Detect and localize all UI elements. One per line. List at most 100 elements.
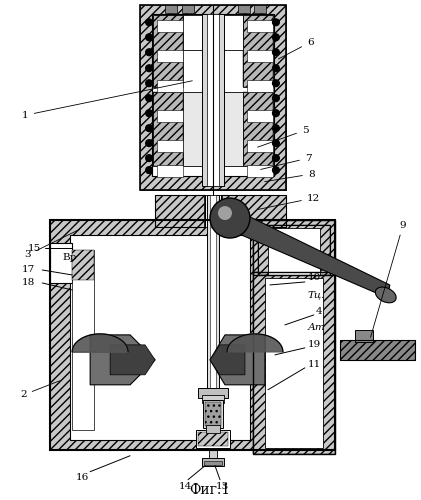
Bar [253, 220, 335, 275]
Bar [253, 220, 335, 275]
Bar [153, 16, 183, 87]
Text: 19: 19 [308, 340, 321, 349]
Bar [243, 92, 273, 166]
Bar [247, 140, 273, 152]
Bar [153, 92, 183, 166]
Circle shape [146, 19, 152, 26]
Bar [157, 110, 183, 122]
Bar [253, 272, 335, 454]
Circle shape [146, 49, 152, 56]
Text: 10: 10 [308, 274, 321, 282]
Circle shape [272, 19, 280, 26]
Bar [157, 165, 183, 177]
Circle shape [272, 49, 280, 56]
Text: 12: 12 [258, 194, 320, 210]
Bar [340, 340, 415, 360]
Bar [247, 20, 273, 32]
Bar [152, 14, 274, 176]
Circle shape [272, 140, 280, 146]
Circle shape [146, 64, 152, 71]
Bar [238, 6, 250, 14]
Bar [153, 16, 183, 87]
Text: 6: 6 [278, 38, 314, 59]
Bar [253, 272, 335, 454]
Circle shape [272, 154, 280, 162]
Circle shape [272, 64, 280, 71]
Bar [50, 243, 72, 283]
Text: 3: 3 [24, 230, 80, 260]
Bar [204, 195, 222, 227]
Bar [206, 425, 220, 433]
Bar [247, 110, 273, 122]
Bar [140, 6, 286, 190]
Bar [205, 402, 221, 426]
Bar [340, 340, 415, 360]
Bar [183, 16, 243, 50]
Bar [265, 278, 323, 448]
Circle shape [146, 166, 152, 173]
Text: 17: 17 [22, 266, 35, 274]
Bar [202, 14, 224, 186]
Bar [221, 195, 286, 227]
Bar [153, 92, 183, 166]
Bar [183, 92, 243, 166]
Bar [209, 448, 217, 462]
Bar [72, 250, 94, 430]
Bar [268, 228, 320, 275]
Bar [247, 165, 273, 177]
Bar [243, 16, 273, 87]
Bar [258, 225, 330, 275]
Text: 5: 5 [258, 126, 309, 147]
Text: 16: 16 [75, 473, 89, 482]
Bar [221, 195, 286, 227]
Bar [165, 6, 177, 14]
Bar [72, 250, 94, 280]
Text: 7: 7 [261, 154, 312, 170]
Bar [207, 195, 219, 430]
Bar [202, 458, 224, 466]
Circle shape [272, 94, 280, 102]
Circle shape [146, 34, 152, 41]
Bar [196, 430, 230, 448]
Text: 14: 14 [179, 482, 192, 491]
Polygon shape [90, 335, 155, 385]
Bar [204, 460, 222, 464]
Bar [155, 195, 205, 227]
Bar [243, 92, 273, 166]
Circle shape [146, 94, 152, 102]
Polygon shape [227, 334, 283, 352]
Circle shape [146, 110, 152, 116]
Bar [50, 220, 335, 450]
Bar [203, 400, 223, 428]
Circle shape [146, 154, 152, 162]
Bar [247, 50, 273, 62]
Text: 15: 15 [28, 244, 42, 252]
Bar [355, 330, 373, 342]
Text: 2: 2 [20, 381, 60, 400]
Polygon shape [72, 334, 128, 352]
Bar [155, 195, 205, 227]
Circle shape [272, 110, 280, 116]
Bar [198, 432, 228, 446]
Bar [50, 220, 335, 450]
Polygon shape [212, 208, 390, 298]
Text: 9: 9 [370, 220, 406, 337]
Bar [207, 14, 219, 186]
Bar [140, 6, 286, 190]
Circle shape [210, 198, 250, 238]
Polygon shape [110, 345, 155, 375]
Text: Тц.: Тц. [308, 290, 325, 300]
Text: 13: 13 [216, 482, 229, 491]
Bar [254, 6, 266, 14]
Circle shape [272, 166, 280, 173]
Text: Ат: Ат [308, 324, 325, 332]
Bar [157, 80, 183, 92]
Circle shape [146, 80, 152, 86]
Polygon shape [210, 335, 265, 385]
Text: 4: 4 [316, 308, 322, 316]
Circle shape [146, 140, 152, 146]
Text: Вр: Вр [62, 254, 77, 262]
Bar [70, 235, 250, 440]
Circle shape [218, 206, 232, 220]
Bar [182, 6, 194, 14]
